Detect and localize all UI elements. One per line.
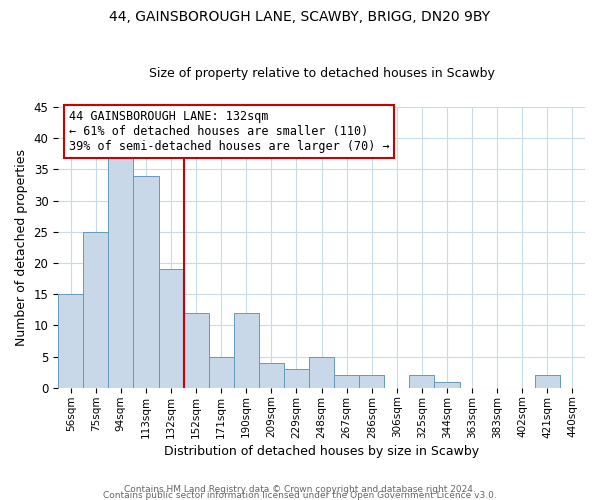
Bar <box>535 376 560 388</box>
Bar <box>209 356 234 388</box>
Bar <box>359 376 384 388</box>
Text: 44 GAINSBOROUGH LANE: 132sqm
← 61% of detached houses are smaller (110)
39% of s: 44 GAINSBOROUGH LANE: 132sqm ← 61% of de… <box>68 110 389 153</box>
Bar <box>58 294 83 388</box>
Title: Size of property relative to detached houses in Scawby: Size of property relative to detached ho… <box>149 66 494 80</box>
Bar <box>434 382 460 388</box>
Bar <box>284 369 309 388</box>
Bar <box>133 176 158 388</box>
Bar <box>259 363 284 388</box>
Bar <box>83 232 109 388</box>
Y-axis label: Number of detached properties: Number of detached properties <box>15 149 28 346</box>
Bar <box>109 157 133 388</box>
Bar <box>334 376 359 388</box>
Text: 44, GAINSBOROUGH LANE, SCAWBY, BRIGG, DN20 9BY: 44, GAINSBOROUGH LANE, SCAWBY, BRIGG, DN… <box>109 10 491 24</box>
Bar <box>234 313 259 388</box>
Bar <box>309 356 334 388</box>
Text: Contains HM Land Registry data © Crown copyright and database right 2024.: Contains HM Land Registry data © Crown c… <box>124 485 476 494</box>
X-axis label: Distribution of detached houses by size in Scawby: Distribution of detached houses by size … <box>164 444 479 458</box>
Bar <box>409 376 434 388</box>
Bar <box>158 270 184 388</box>
Text: Contains public sector information licensed under the Open Government Licence v3: Contains public sector information licen… <box>103 491 497 500</box>
Bar <box>184 313 209 388</box>
